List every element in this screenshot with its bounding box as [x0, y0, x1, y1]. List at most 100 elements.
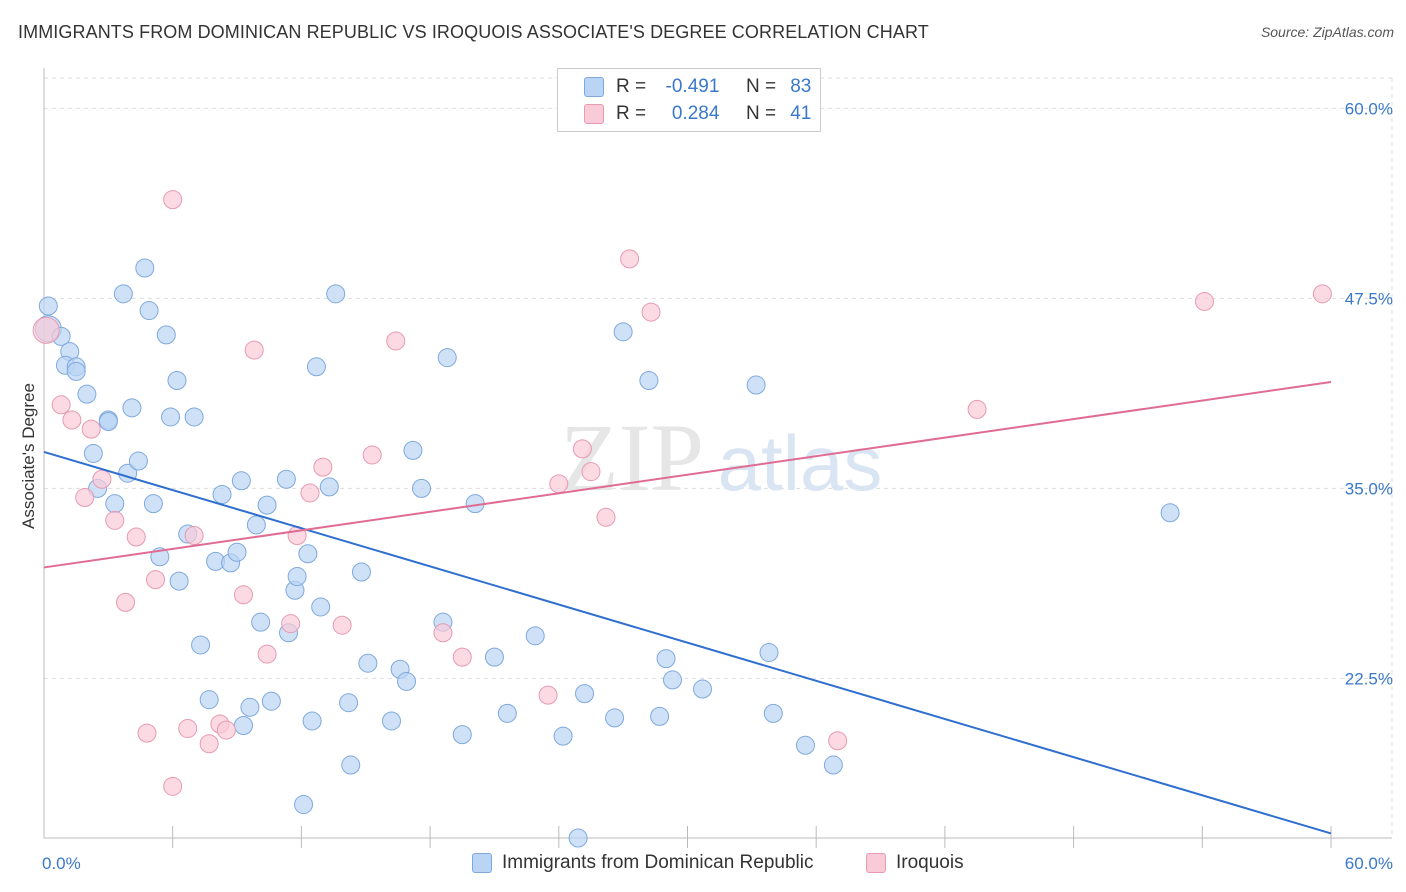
- tick-labels: 22.5% 35.0% 47.5% 60.0% 0.0% 60.0%: [42, 99, 1393, 873]
- dominican-point: [77, 384, 97, 404]
- dominican-point: [306, 357, 326, 377]
- y-tick-label: 47.5%: [1345, 289, 1393, 308]
- dominican-point: [1160, 503, 1180, 523]
- iroquois-point: [184, 526, 204, 546]
- watermark: ZIP atlas: [560, 404, 882, 511]
- iroquois-point: [1312, 284, 1332, 304]
- legend-swatch-blue: [584, 77, 604, 97]
- iroquois-point: [32, 316, 60, 344]
- dominican-point: [311, 597, 331, 617]
- bottom-legend-label: Immigrants from Dominican Republic: [502, 852, 814, 873]
- dominican-point: [358, 653, 378, 673]
- dominican-point: [257, 495, 277, 515]
- legend-swatch-pink: [584, 104, 604, 124]
- dominican-point: [341, 755, 361, 775]
- iroquois-point: [163, 190, 183, 210]
- iroquois-point: [105, 510, 125, 530]
- dominican-point: [113, 284, 133, 304]
- bottom-legend-swatch-pink: [866, 853, 886, 873]
- dominican-point: [397, 671, 417, 691]
- iroquois-point: [433, 623, 453, 643]
- dominican-point: [484, 647, 504, 667]
- x-tick-label: 60.0%: [1345, 854, 1393, 873]
- iroquois-point: [75, 488, 95, 508]
- iroquois-trend-line: [43, 381, 1332, 569]
- dominican-point: [212, 484, 232, 504]
- legend-r-label: R =: [616, 76, 647, 97]
- dominican-point: [403, 440, 423, 460]
- dominican-point: [233, 716, 253, 736]
- iroquois-point: [81, 419, 101, 439]
- iroquois-point: [452, 647, 472, 667]
- dominican-point: [276, 469, 296, 489]
- iroquois-point: [362, 445, 382, 465]
- legend-r-value: -0.491: [665, 76, 720, 97]
- iroquois-point: [233, 585, 253, 605]
- legend-r-label: R =: [616, 103, 647, 124]
- dominican-point: [156, 325, 176, 345]
- iroquois-point: [137, 723, 157, 743]
- iroquois-point: [620, 249, 640, 269]
- legend-n-label: N =: [745, 103, 777, 124]
- bottom-legend-swatch-blue: [472, 853, 492, 873]
- dominican-point: [823, 755, 843, 775]
- dominican-point: [639, 370, 659, 390]
- dominican-point: [246, 515, 266, 535]
- dominican-point: [294, 795, 314, 815]
- dominican-point: [795, 735, 815, 755]
- dominican-point: [497, 703, 517, 723]
- chart-title: IMMIGRANTS FROM DOMINICAN REPUBLIC VS IR…: [18, 22, 929, 42]
- legend-r-value: 0.284: [671, 103, 720, 124]
- dominican-point: [568, 828, 588, 848]
- bottom-legend-label: Iroquois: [896, 852, 964, 873]
- iroquois-point: [62, 410, 82, 430]
- y-tick-label: 35.0%: [1345, 479, 1393, 498]
- iroquois-point: [828, 731, 848, 751]
- dominican-point: [227, 542, 247, 562]
- iroquois-point: [146, 570, 166, 590]
- dominican-point: [650, 706, 670, 726]
- dominican-point: [128, 451, 148, 471]
- dominican-point: [763, 703, 783, 723]
- iroquois-point: [332, 615, 352, 635]
- dominican-point: [759, 643, 779, 663]
- dominican-point: [66, 361, 86, 381]
- iroquois-point: [1194, 291, 1214, 311]
- iroquois-point: [178, 719, 198, 739]
- dominican-point: [105, 494, 125, 514]
- dominican-point: [452, 725, 472, 745]
- dominican-point: [613, 322, 633, 342]
- dominican-point: [169, 571, 189, 591]
- dominican-point: [135, 258, 155, 278]
- dominican-point: [38, 296, 58, 316]
- iroquois-point: [51, 395, 71, 415]
- dominican-point: [139, 301, 159, 321]
- legend-n-value: 41: [790, 103, 812, 124]
- dominican-point: [122, 398, 142, 418]
- dominican-point: [746, 375, 766, 395]
- iroquois-point: [538, 685, 558, 705]
- iroquois-point: [126, 527, 146, 547]
- dominican-point: [184, 407, 204, 427]
- dominican-point: [231, 471, 251, 491]
- dominican-point: [240, 697, 260, 717]
- dominican-point: [83, 443, 103, 463]
- dominican-point: [191, 635, 211, 655]
- iroquois-point: [92, 469, 112, 489]
- dominican-point: [298, 544, 318, 564]
- dominican-point: [656, 649, 676, 669]
- dominican-point: [437, 348, 457, 368]
- y-axis-label: Associate's Degree: [19, 383, 38, 529]
- dominican-point: [143, 494, 163, 514]
- watermark-atlas: atlas: [718, 419, 883, 507]
- dominican-point: [251, 612, 271, 632]
- y-tick-label: 22.5%: [1345, 669, 1393, 688]
- dominican-point: [525, 626, 545, 646]
- iroquois-point: [244, 340, 264, 360]
- iroquois-point: [386, 331, 406, 351]
- dominican-point: [575, 684, 595, 704]
- dominican-point: [199, 690, 219, 710]
- legend-n-value: 83: [790, 76, 812, 97]
- dominican-point: [287, 567, 307, 587]
